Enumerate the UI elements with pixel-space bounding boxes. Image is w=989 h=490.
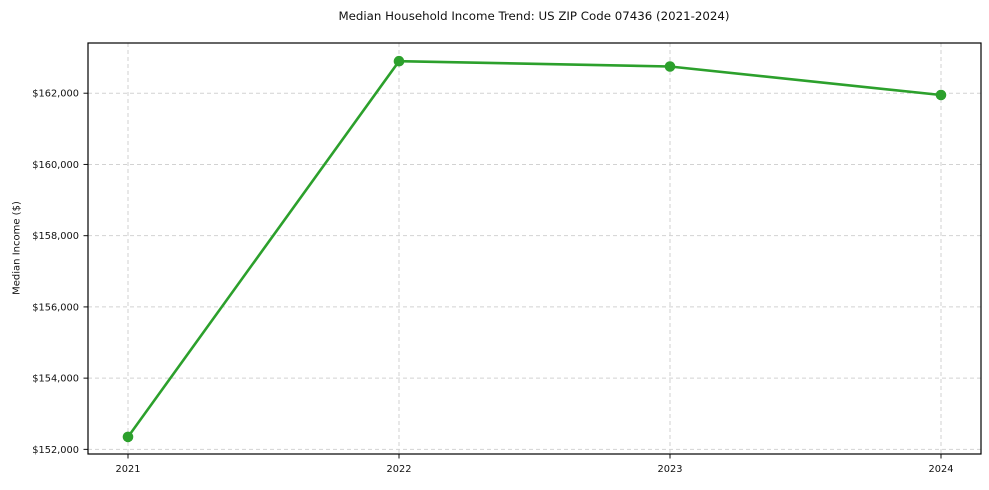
x-tick-label: 2024 <box>929 464 954 475</box>
y-tick-label: $156,000 <box>32 302 79 313</box>
data-point-2023 <box>664 61 676 72</box>
y-tick-label: $162,000 <box>32 89 79 100</box>
y-tick-label: $158,000 <box>32 231 79 242</box>
y-tick-label: $160,000 <box>32 160 79 171</box>
plot-border <box>87 42 982 455</box>
x-tick-label: 2023 <box>658 464 683 475</box>
trend-line <box>126 59 943 439</box>
data-point-2022 <box>393 55 405 67</box>
y-tick-label: $154,000 <box>32 374 79 385</box>
x-tick-label: 2021 <box>116 464 141 475</box>
data-point-2021 <box>122 431 134 443</box>
chart-title: Median Household Income Trend: US ZIP Co… <box>338 9 730 23</box>
data-point-2024 <box>935 89 947 101</box>
x-tick-label: 2022 <box>387 464 412 475</box>
y-tick-label: $152,000 <box>32 445 79 456</box>
